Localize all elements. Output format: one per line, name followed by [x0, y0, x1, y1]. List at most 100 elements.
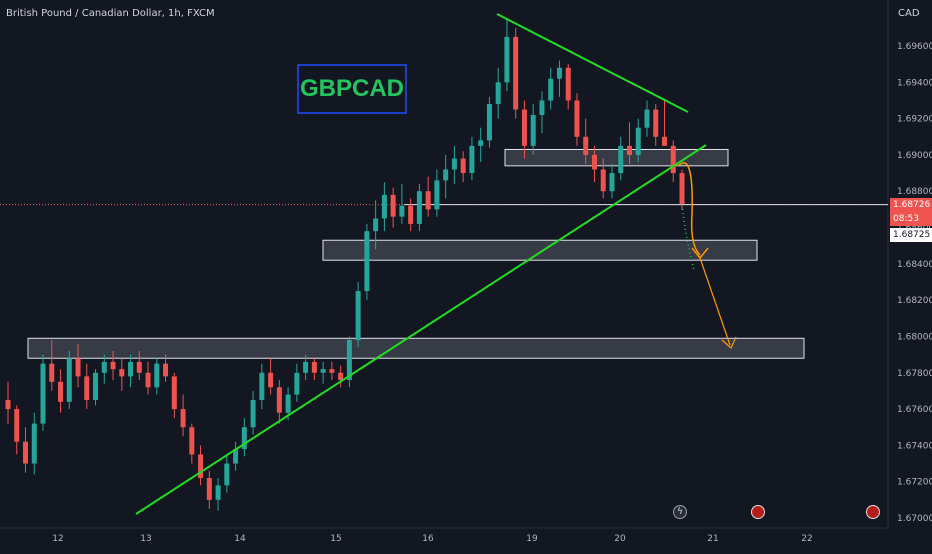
candle — [338, 372, 344, 381]
candle — [556, 67, 562, 79]
price-zone — [322, 239, 758, 261]
candle — [486, 104, 492, 141]
candle — [373, 218, 379, 232]
candle — [583, 136, 589, 155]
projection-curve — [677, 162, 701, 256]
candle — [154, 363, 160, 388]
candle — [215, 485, 221, 500]
candle — [443, 169, 449, 181]
uk-flag-icon[interactable] — [751, 505, 765, 519]
candle — [180, 409, 186, 428]
candle — [364, 231, 370, 292]
y-tick-label: 1.69200 — [897, 115, 932, 125]
bar-countdown-tag: 08:53 — [890, 212, 932, 226]
candle — [530, 114, 536, 146]
candle — [75, 358, 81, 377]
y-tick-label: 1.69600 — [897, 42, 932, 52]
candle — [294, 372, 300, 395]
candle — [416, 191, 422, 224]
candle — [58, 381, 64, 402]
candle — [329, 369, 335, 373]
symbol-title: British Pound / Canadian Dollar, 1h, FXC… — [6, 8, 215, 19]
uk-flag-icon[interactable] — [866, 505, 880, 519]
projection-line — [699, 257, 731, 346]
candle — [14, 409, 20, 442]
candle — [495, 82, 501, 105]
y-tick-label: 1.69400 — [897, 78, 932, 88]
candle — [644, 109, 650, 128]
candle — [320, 369, 326, 373]
y-tick-label: 1.68200 — [897, 296, 932, 306]
currency-label: CAD — [898, 8, 920, 19]
x-tick-label: 14 — [234, 534, 246, 544]
candle — [136, 361, 142, 373]
candle — [250, 400, 256, 428]
candle — [504, 36, 510, 83]
candle — [303, 361, 309, 373]
candle — [206, 478, 212, 500]
projection-arrowhead — [721, 336, 737, 349]
candle — [49, 363, 55, 382]
candle — [600, 169, 606, 192]
pair-badge: GBPCAD — [297, 64, 407, 114]
bid-price-tag: 1.68725 — [890, 228, 932, 242]
candle — [233, 449, 239, 464]
candle — [635, 127, 641, 155]
last-price-tag: 1.68726 — [890, 198, 932, 212]
candle — [93, 372, 99, 400]
candle — [145, 372, 151, 388]
candle — [513, 36, 519, 110]
x-tick-label: 12 — [52, 534, 63, 544]
y-tick-label: 1.68800 — [897, 187, 932, 197]
candle — [128, 361, 134, 377]
y-tick-label: 1.68000 — [897, 332, 932, 342]
candle — [661, 136, 667, 146]
candle — [285, 394, 291, 413]
candle — [110, 361, 116, 370]
lightning-icon[interactable]: ϟ — [673, 505, 687, 519]
y-tick-label: 1.67200 — [897, 478, 932, 488]
candle — [609, 173, 615, 192]
candle — [626, 145, 632, 155]
candle — [101, 361, 107, 373]
candle — [40, 363, 46, 424]
candle — [548, 78, 554, 101]
y-tick-label: 1.67400 — [897, 441, 932, 451]
y-tick-label: 1.67600 — [897, 405, 932, 415]
candle — [425, 191, 431, 210]
dotted-projection — [681, 204, 695, 271]
x-tick-label: 19 — [526, 534, 538, 544]
candle — [521, 109, 527, 146]
candle — [224, 463, 230, 486]
price-zone — [27, 337, 805, 359]
candle — [23, 441, 29, 464]
candle — [31, 423, 37, 464]
candle — [539, 100, 545, 115]
x-tick-label: 13 — [140, 534, 151, 544]
candle — [5, 400, 11, 410]
candle — [119, 369, 125, 377]
candle — [460, 158, 466, 174]
candle — [189, 427, 195, 455]
candle — [670, 145, 676, 174]
y-tick-label: 1.67800 — [897, 369, 932, 379]
x-tick-label: 16 — [422, 534, 434, 544]
falling-trendline — [496, 13, 689, 113]
candle — [408, 205, 414, 224]
candle — [591, 154, 597, 170]
candle — [163, 363, 169, 377]
x-tick-label: 21 — [707, 534, 718, 544]
candle — [565, 67, 571, 101]
rising-trendline — [135, 144, 707, 515]
candle — [653, 109, 659, 137]
candle — [346, 340, 352, 381]
candle — [198, 454, 204, 479]
candle — [311, 361, 317, 373]
candle — [276, 387, 282, 413]
candle — [84, 376, 90, 400]
x-tick-label: 15 — [330, 534, 341, 544]
candle — [241, 427, 247, 450]
candle — [679, 173, 685, 204]
x-tick-label: 22 — [801, 534, 812, 544]
